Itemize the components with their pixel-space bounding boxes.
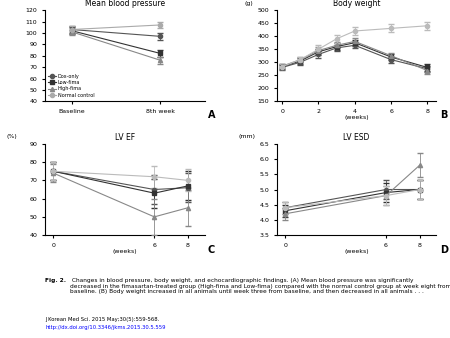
Text: Changes in blood pressure, body weight, and echocardiographic findings. (A) Mean: Changes in blood pressure, body weight, … [71, 278, 450, 294]
Text: (g): (g) [245, 1, 253, 6]
Title: LV ESD: LV ESD [343, 133, 370, 142]
Text: C: C [208, 245, 215, 255]
Title: Mean blood pressure: Mean blood pressure [85, 0, 165, 8]
Text: Fig. 2.: Fig. 2. [45, 278, 66, 283]
Title: Body weight: Body weight [333, 0, 380, 8]
Text: D: D [440, 245, 448, 255]
Text: J Korean Med Sci. 2015 May;30(5):559-568.: J Korean Med Sci. 2015 May;30(5):559-568… [45, 317, 159, 322]
Text: (mm): (mm) [238, 135, 255, 139]
Text: A: A [208, 110, 216, 120]
Legend: Dox-only, Low-fima, High-fima, Normal control: Dox-only, Low-fima, High-fima, Normal co… [47, 73, 95, 99]
Text: http://dx.doi.org/10.3346/jkms.2015.30.5.559: http://dx.doi.org/10.3346/jkms.2015.30.5… [45, 325, 166, 330]
X-axis label: (weeks): (weeks) [344, 115, 369, 120]
X-axis label: (weeks): (weeks) [344, 249, 369, 254]
Title: LV EF: LV EF [115, 133, 135, 142]
Text: B: B [440, 110, 447, 120]
Text: (%): (%) [7, 135, 18, 139]
X-axis label: (weeks): (weeks) [112, 249, 137, 254]
